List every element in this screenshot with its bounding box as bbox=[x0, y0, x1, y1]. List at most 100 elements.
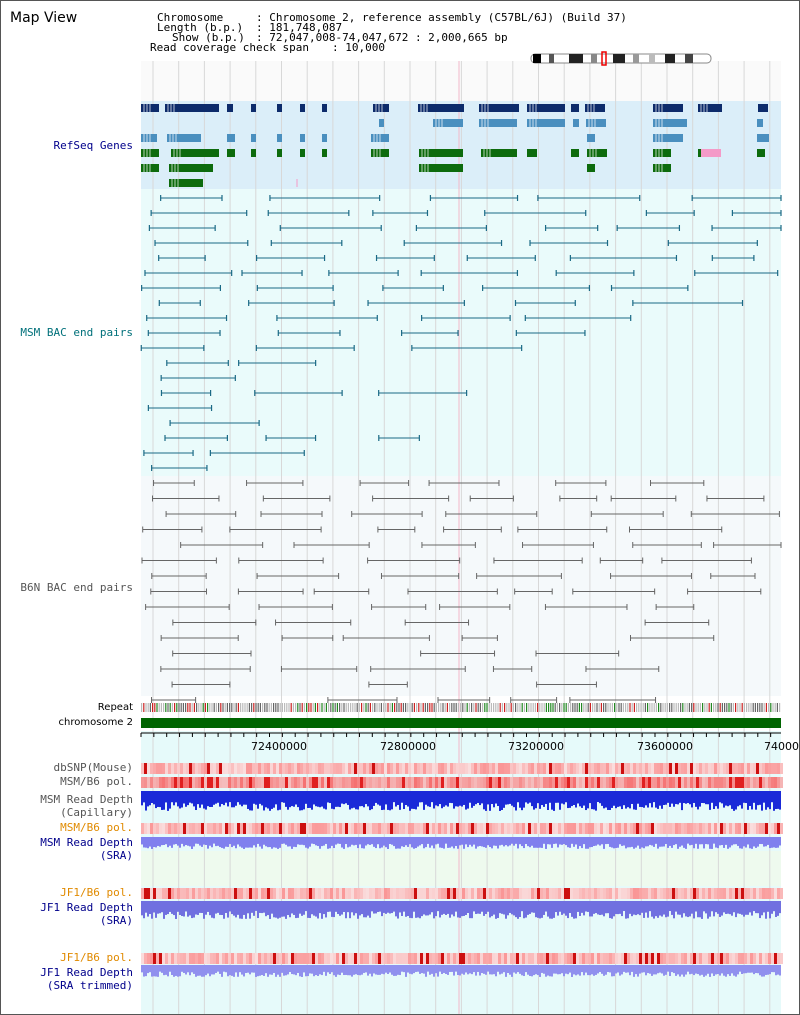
polymorphism-cell bbox=[633, 953, 636, 964]
read-depth-bar bbox=[229, 791, 231, 803]
polymorphism-cell bbox=[741, 777, 744, 788]
read-depth-bar bbox=[531, 837, 533, 846]
read-depth-bar bbox=[633, 901, 635, 915]
polymorphism-cell bbox=[429, 953, 432, 964]
repeat-mark bbox=[182, 703, 184, 712]
polymorphism-cell bbox=[192, 823, 195, 834]
read-depth-bar bbox=[211, 837, 213, 848]
polymorphism-cell bbox=[537, 823, 540, 834]
polymorphism-cell bbox=[174, 953, 177, 964]
polymorphism-cell bbox=[603, 823, 606, 834]
read-depth-bar bbox=[655, 837, 657, 844]
repeat-mark bbox=[471, 703, 473, 712]
jf1-read-depth-trimmed-label[interactable]: JF1 Read Depth bbox=[40, 966, 133, 979]
read-depth-bar bbox=[455, 791, 457, 807]
read-depth-bar bbox=[669, 965, 671, 977]
polymorphism-cell bbox=[510, 823, 513, 834]
read-depth-bar bbox=[503, 901, 505, 915]
read-depth-bar bbox=[161, 791, 163, 810]
read-depth-bar bbox=[201, 791, 203, 805]
read-depth-bar bbox=[157, 901, 159, 914]
polymorphism-cell bbox=[228, 953, 231, 964]
b6n-bac-end-pairs-label[interactable]: B6N BAC end pairs bbox=[20, 581, 133, 594]
polymorphism-cell bbox=[294, 888, 297, 899]
polymorphism-cell bbox=[561, 823, 564, 834]
polymorphism-cell bbox=[687, 763, 690, 774]
read-depth-bar bbox=[177, 837, 179, 846]
refseq-genes-label[interactable]: RefSeq Genes bbox=[53, 139, 133, 152]
polymorphism-cell bbox=[291, 763, 294, 774]
jf1-b6-pol-label[interactable]: JF1/B6 pol. bbox=[60, 886, 133, 899]
polymorphism-cell bbox=[732, 777, 735, 788]
read-depth-bar bbox=[571, 837, 573, 844]
polymorphism-cell bbox=[438, 888, 441, 899]
polymorphism-cell bbox=[384, 953, 387, 964]
read-depth-bar bbox=[281, 791, 283, 803]
polymorphism-cell bbox=[762, 953, 765, 964]
polymorphism-cell bbox=[225, 777, 228, 788]
read-depth-bar bbox=[327, 901, 329, 912]
read-depth-bar bbox=[615, 901, 617, 915]
msm-read-depth-capillary-label[interactable]: MSM Read Depth bbox=[40, 793, 133, 806]
read-depth-bar bbox=[171, 965, 173, 975]
jf1-b6-pol-trimmed-label[interactable]: JF1/B6 pol. bbox=[60, 951, 133, 964]
msm-bac-end-pairs-label[interactable]: MSM BAC end pairs bbox=[20, 326, 133, 339]
polymorphism-cell bbox=[282, 823, 285, 834]
read-depth-bar bbox=[743, 901, 745, 917]
polymorphism-cell bbox=[426, 777, 429, 788]
polymorphism-cell bbox=[225, 763, 228, 774]
polymorphism-cell bbox=[318, 888, 321, 899]
polymorphism-cell bbox=[573, 777, 576, 788]
polymorphism-cell bbox=[444, 777, 447, 788]
polymorphism-cell bbox=[660, 777, 663, 788]
dbsnp-label[interactable]: dbSNP(Mouse) bbox=[53, 761, 133, 774]
repeat-mark bbox=[171, 703, 173, 712]
msm-b6-pol-label[interactable]: MSM/B6 pol. bbox=[60, 775, 133, 788]
read-depth-bar bbox=[549, 965, 551, 977]
polymorphism-cell bbox=[699, 823, 702, 834]
read-depth-bar bbox=[483, 901, 485, 916]
read-depth-bar bbox=[237, 791, 239, 803]
repeat-mark bbox=[325, 703, 327, 712]
polymorphism-cell bbox=[540, 953, 543, 964]
polymorphism-cell bbox=[729, 777, 732, 788]
read-depth-bar bbox=[663, 791, 665, 806]
polymorphism-cell bbox=[360, 888, 363, 899]
repeat-mark bbox=[528, 703, 530, 712]
polymorphism-cell bbox=[330, 888, 333, 899]
polymorphism-cell bbox=[165, 953, 168, 964]
jf1-read-depth-sra-label[interactable]: JF1 Read Depth bbox=[40, 901, 133, 914]
msm-read-depth-sra-label[interactable]: MSM Read Depth bbox=[40, 836, 133, 849]
polymorphism-cell bbox=[375, 953, 378, 964]
polymorphism-cell bbox=[462, 953, 465, 964]
read-depth-bar bbox=[229, 837, 231, 845]
polymorphism-cell bbox=[603, 763, 606, 774]
polymorphism-cell bbox=[606, 763, 609, 774]
repeat-mark bbox=[468, 703, 470, 712]
read-depth-bar bbox=[305, 901, 307, 912]
polymorphism-cell bbox=[384, 888, 387, 899]
read-depth-bar bbox=[191, 837, 193, 849]
polymorphism-cell bbox=[513, 953, 516, 964]
polymorphism-cell bbox=[720, 777, 723, 788]
read-depth-bar bbox=[699, 837, 701, 845]
polymorphism-cell bbox=[738, 888, 741, 899]
read-depth-bar bbox=[343, 791, 345, 805]
polymorphism-cell bbox=[564, 888, 567, 899]
read-depth-bar bbox=[741, 901, 743, 915]
polymorphism-cell bbox=[258, 953, 261, 964]
polymorphism-cell bbox=[672, 777, 675, 788]
read-depth-bar bbox=[353, 837, 355, 846]
read-depth-bar bbox=[435, 791, 437, 806]
polymorphism-cell bbox=[609, 888, 612, 899]
polymorphism-cell bbox=[183, 888, 186, 899]
read-depth-bar bbox=[521, 837, 523, 847]
read-depth-bar bbox=[531, 965, 533, 977]
msm-b6-pol-sra-label[interactable]: MSM/B6 pol. bbox=[60, 821, 133, 834]
polymorphism-cell bbox=[618, 823, 621, 834]
read-depth-bar bbox=[605, 965, 607, 975]
read-depth-bar bbox=[305, 837, 307, 848]
repeat-mark bbox=[719, 703, 721, 712]
gene-feature bbox=[141, 134, 157, 142]
polymorphism-cell bbox=[558, 823, 561, 834]
